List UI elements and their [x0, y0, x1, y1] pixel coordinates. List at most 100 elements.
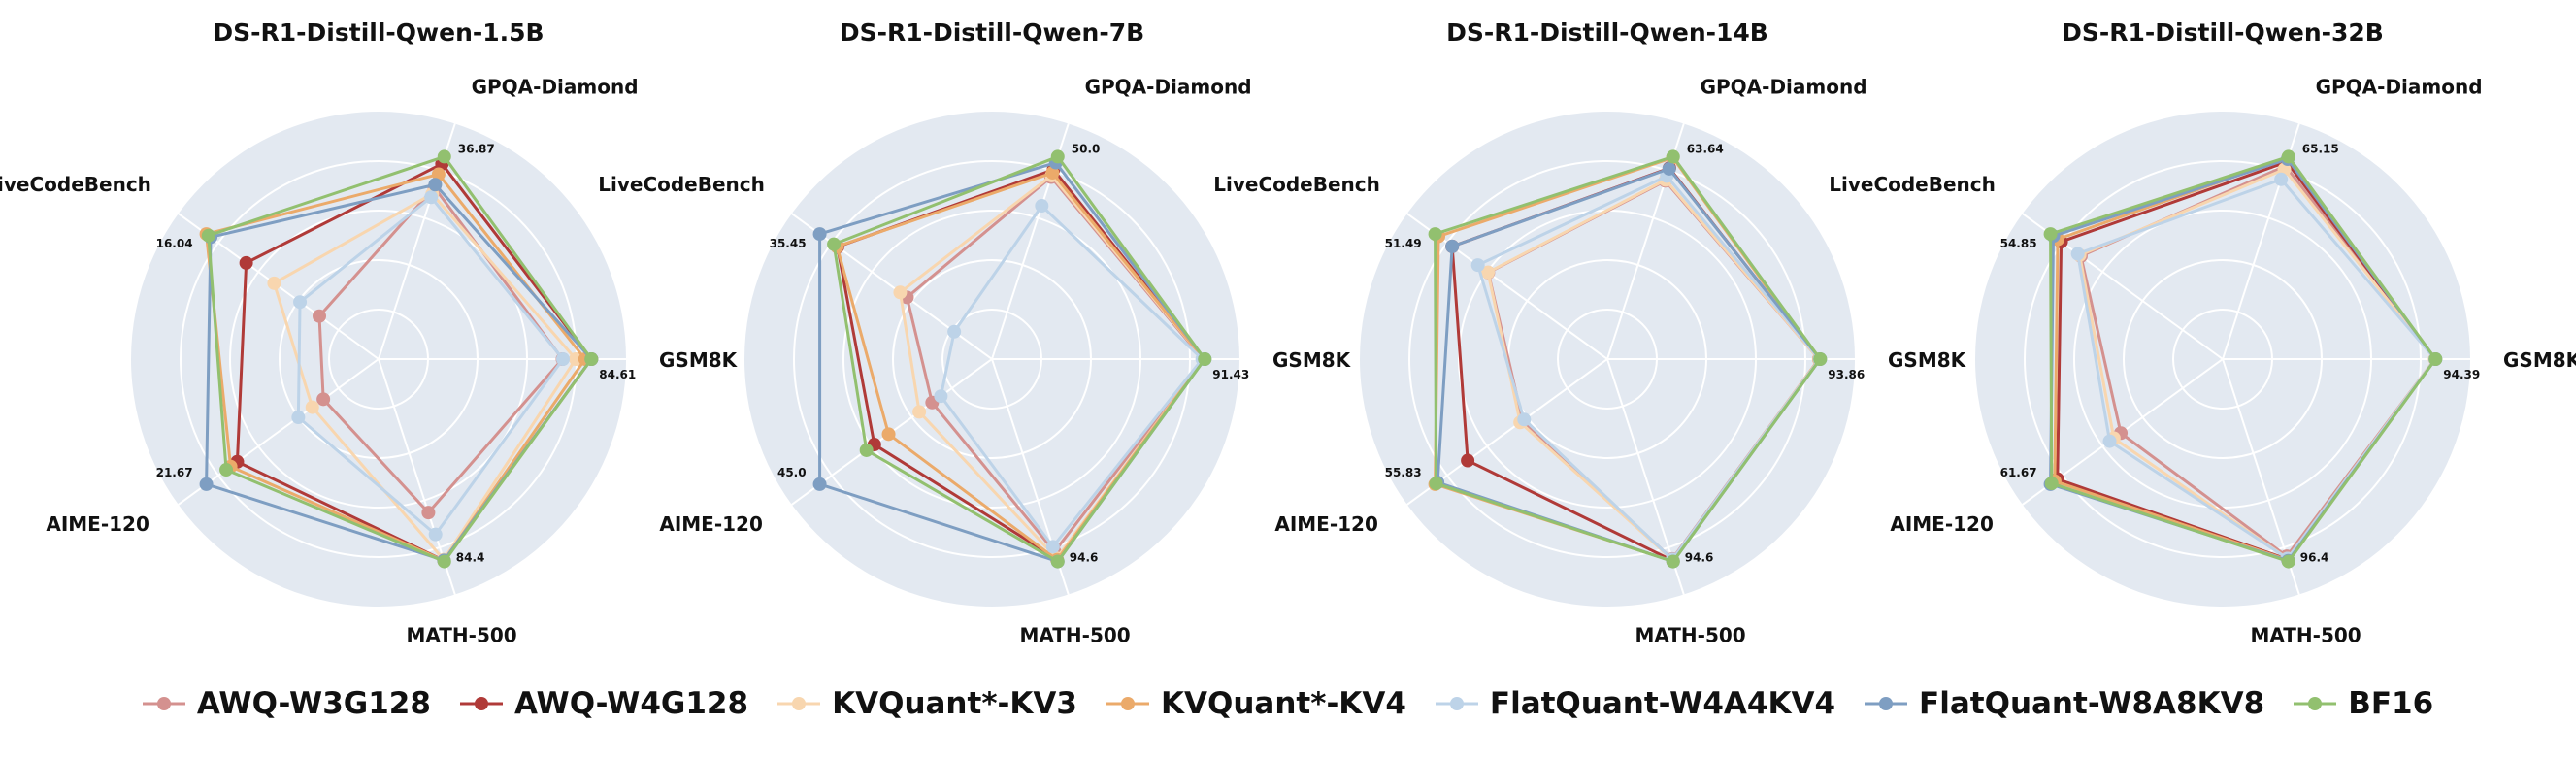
data-point: [316, 392, 331, 407]
series-line: [272, 192, 578, 562]
data-point: [2102, 434, 2117, 448]
max-value-label: 91.43: [1212, 368, 1249, 381]
legend-label: AWQ-W4G128: [513, 686, 749, 721]
legend-item-kvquant-kv4: KVQuant*-KV4: [1106, 686, 1406, 721]
data-point: [1035, 199, 1049, 214]
series-line: [2049, 154, 2437, 564]
data-point: [2043, 227, 2058, 242]
series-bf16: [201, 149, 599, 569]
series-flatquant-w4a4kv4: [2070, 172, 2442, 566]
data-point: [827, 237, 842, 251]
axis-label: GSM8K: [1888, 348, 1967, 372]
data-point: [1198, 352, 1212, 366]
data-point: [947, 324, 962, 339]
series-line: [205, 182, 593, 562]
max-value-label: 45.0: [777, 466, 807, 479]
data-point: [424, 190, 439, 205]
data-point: [2274, 172, 2289, 186]
max-value-label: 36.87: [458, 142, 495, 155]
legend-item-flatquant-w4a4kv4: FlatQuant-W4A4KV4: [1435, 686, 1836, 721]
data-point: [1517, 412, 1532, 427]
max-value-label: 63.64: [1687, 142, 1724, 155]
max-value-label: 50.0: [1072, 142, 1101, 155]
data-point: [2428, 352, 2443, 366]
legend-marker: [777, 697, 821, 710]
data-point: [1481, 265, 1496, 280]
radar-chart-2: DS-R1-Distill-Qwen-7B GPQA-Diamond GSM8K MA…: [598, 18, 1351, 646]
data-point: [2281, 554, 2295, 569]
data-point: [239, 255, 253, 270]
series-line: [835, 171, 1206, 562]
axis-label: LiveCodeBench: [1829, 173, 1996, 196]
axis-label: AIME-120: [1890, 512, 1994, 536]
data-point: [1429, 477, 1443, 491]
data-point: [2070, 247, 2085, 261]
data-point: [305, 400, 319, 414]
data-point: [1045, 540, 1060, 554]
data-point: [584, 352, 599, 366]
max-value-label: 84.4: [456, 551, 485, 565]
radar-chart-3: DS-R1-Distill-Qwen-14B GPQA-Diamond GSM8K M…: [1213, 18, 1966, 646]
axis-label: MATH-500: [1019, 623, 1130, 646]
data-point: [934, 389, 948, 404]
series-line: [207, 154, 593, 564]
max-value-label: 94.6: [1070, 551, 1099, 565]
data-point: [313, 309, 327, 323]
data-point: [428, 178, 443, 192]
data-point: [1666, 149, 1680, 164]
axis-label: GPQA-Diamond: [472, 76, 639, 99]
radar-charts: DS-R1-Distill-Qwen-1.5B GPQA-Diamond GSM8K…: [0, 18, 2576, 646]
data-point: [1050, 149, 1065, 164]
chart-title: DS-R1-Distill-Qwen-14B: [1446, 18, 1768, 47]
legend-label: KVQuant*-KV4: [1160, 686, 1406, 721]
legend-item-bf16: BF16: [2294, 686, 2433, 721]
chart-title: DS-R1-Distill-Qwen-7B: [840, 18, 1144, 47]
data-point: [293, 295, 308, 310]
data-point: [437, 149, 451, 164]
legend-marker: [1106, 697, 1149, 710]
series-line: [1434, 154, 1822, 564]
legend-label: FlatQuant-W4A4KV4: [1489, 686, 1836, 721]
max-value-label: 35.45: [770, 237, 807, 250]
max-value-label: 61.67: [2000, 466, 2037, 479]
max-value-label: 94.6: [1685, 551, 1714, 565]
axis-label: LiveCodeBench: [598, 173, 765, 196]
legend-marker: [1435, 697, 1478, 710]
axis-label: MATH-500: [1635, 623, 1745, 646]
legend-marker: [459, 697, 503, 710]
legend-item-awq-w4g128: AWQ-W4G128: [459, 686, 749, 721]
max-value-label: 21.67: [156, 466, 193, 479]
axis-label: LiveCodeBench: [0, 173, 151, 196]
data-point: [2281, 149, 2295, 164]
data-point: [859, 443, 874, 457]
data-point: [1461, 453, 1475, 468]
data-point: [199, 477, 214, 491]
data-point: [1662, 161, 1676, 176]
series-line: [1476, 174, 1822, 561]
max-value-label: 54.85: [2000, 237, 2037, 250]
data-point: [1470, 258, 1485, 273]
series-line: [832, 154, 1206, 564]
max-value-label: 51.49: [1385, 237, 1422, 250]
legend-marker: [2294, 697, 2337, 710]
legend-label: FlatQuant-W8A8KV8: [1919, 686, 2265, 721]
data-point: [556, 352, 571, 366]
legend: AWQ-W3G128 AWQ-W4G128 KVQuant*-KV3 KVQua…: [0, 679, 2576, 728]
series-line: [939, 204, 1205, 548]
axis-label: AIME-120: [46, 512, 149, 536]
series-flatquant-w4a4kv4: [291, 190, 571, 542]
chart-title: DS-R1-Distill-Qwen-1.5B: [213, 18, 544, 47]
max-value-label: 16.04: [156, 237, 193, 250]
data-point: [812, 477, 827, 491]
series-bf16: [2043, 149, 2443, 569]
legend-marker: [1865, 697, 1908, 710]
legend-label: AWQ-W3G128: [196, 686, 431, 721]
data-point: [1428, 227, 1442, 242]
max-value-label: 55.83: [1385, 466, 1422, 479]
data-point: [812, 227, 827, 242]
max-value-label: 96.4: [2300, 551, 2329, 565]
data-point: [912, 405, 927, 419]
max-value-label: 94.39: [2443, 368, 2480, 381]
series-line: [2076, 178, 2437, 561]
data-point: [421, 506, 436, 520]
